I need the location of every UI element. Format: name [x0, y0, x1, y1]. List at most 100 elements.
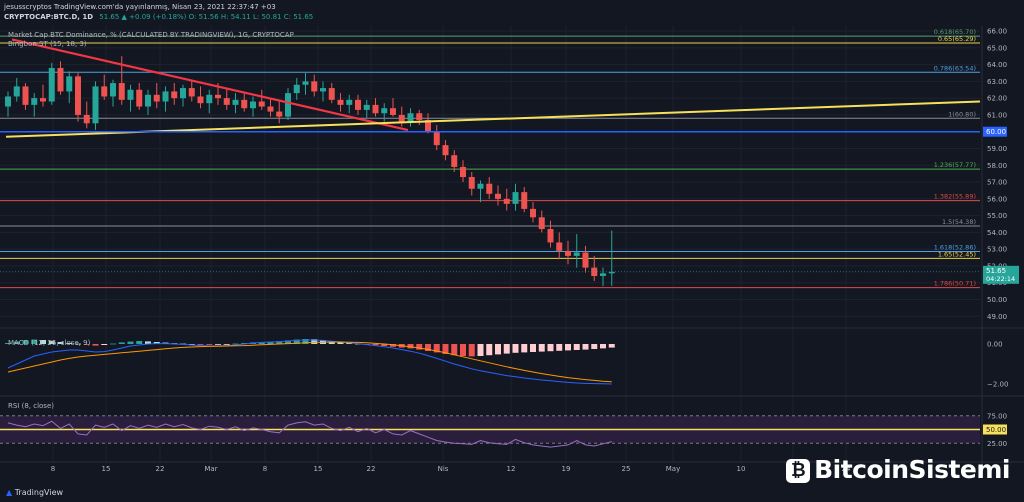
candle-body: [48, 67, 55, 102]
macd-line: [7, 339, 612, 385]
macd-bar: [285, 340, 291, 344]
macd-bar: [267, 341, 274, 344]
time-tick-label: 24: [842, 465, 851, 473]
macd-bar: [232, 343, 239, 345]
publish-line: jesusscryptos TradingView.com'da yayınla…: [4, 3, 276, 11]
candle-body: [503, 198, 510, 204]
macd-legend[interactable]: MACD (12, 26, close, 9): [8, 339, 91, 347]
candle-body: [600, 273, 606, 277]
fib-label: 1(60.80): [948, 110, 976, 118]
signal-line: [7, 341, 612, 383]
yellow-trend-line[interactable]: [5, 100, 981, 138]
watermark-text: BitcoinSistemi: [814, 455, 1010, 484]
price-tick-label: 65.00: [987, 44, 1007, 52]
rsi-tick-label: 25.00: [987, 440, 1007, 448]
macd-bar: [66, 343, 73, 344]
macd-bar: [48, 340, 55, 344]
macd-bar: [503, 344, 510, 354]
last-price-badge: [983, 265, 1019, 284]
price-tick-label: 62.00: [987, 95, 1007, 103]
candle-body: [153, 94, 160, 102]
candle-body: [608, 271, 615, 274]
candle-body: [285, 93, 291, 117]
rsi-badge-text: 50.00: [986, 426, 1006, 434]
rsi-line: [7, 420, 612, 448]
macd-bar: [425, 344, 431, 351]
candles: [5, 56, 615, 287]
price-tick-label: 59.00: [987, 145, 1007, 153]
candle-body: [136, 89, 143, 107]
candle-body: [267, 106, 274, 112]
macd-bar: [145, 341, 151, 344]
macd-bar: [591, 344, 598, 349]
candle-body: [197, 96, 204, 104]
candle-body: [180, 88, 186, 99]
macd-bar: [573, 344, 580, 350]
pane-separators: [0, 26, 1024, 472]
macd-bar: [57, 342, 64, 344]
time-tick-label: May: [666, 465, 680, 473]
candle-body: [398, 114, 405, 122]
rsi-legend[interactable]: RSI (8, close): [8, 402, 54, 410]
main-legend[interactable]: Market Cap BTC Dominance, % (CALCULATED …: [8, 31, 294, 39]
macd-bar: [600, 344, 606, 349]
price-tick-label: 54.00: [987, 229, 1007, 237]
macd-bar: [486, 344, 493, 356]
macd-bar: [565, 344, 571, 351]
candle-body: [486, 183, 493, 194]
macd-bar: [547, 344, 554, 352]
macd-bar: [468, 344, 475, 357]
candle-body: [547, 229, 554, 243]
time-tick-label: 12: [507, 465, 516, 473]
candle-body: [460, 166, 466, 178]
candle-body: [565, 250, 571, 256]
candle-body: [92, 86, 99, 124]
macd-bar: [83, 344, 90, 345]
macd-axis: 0.00 −2.00: [987, 341, 1008, 389]
candle-body: [250, 101, 256, 109]
ohlc-values: 51.65 ▲ +0.09 (+0.18%) O: 51.56 H: 54.11…: [99, 13, 314, 21]
macd-bar: [92, 344, 99, 346]
price-axis: 66.00 65.00 64.00 63.00 62.00 61.00 60.00 59.00…: [983, 28, 1019, 321]
time-tick-label: Mar: [204, 465, 217, 473]
indicator-legend[interactable]: Bingbon ST (15, 18, 3): [8, 40, 87, 48]
candle-body: [495, 193, 501, 199]
time-tick-label: Nis: [438, 465, 449, 473]
macd-bar: [215, 344, 221, 345]
price-tick-label: 58.00: [987, 162, 1007, 170]
candle-body: [293, 84, 300, 94]
candle-body: [118, 83, 125, 100]
macd-bar: [13, 341, 20, 344]
macd-bar: [337, 342, 344, 344]
price-tick-label: 66.00: [987, 28, 1007, 36]
rsi-axis: 75.00 25.00 50.00: [983, 412, 1007, 448]
candle-body: [337, 99, 344, 105]
tradingview-logo[interactable]: ▲ TradingView: [6, 488, 63, 497]
candle-body: [346, 99, 353, 105]
candle-body: [258, 101, 265, 107]
macd-bar: [451, 344, 458, 356]
symbol-label[interactable]: CRYPTOCAP:BTC.D, 1D: [4, 13, 94, 21]
bitcoinsistemi-watermark: ₿ BitcoinSistemi: [786, 455, 1010, 484]
candle-body: [556, 242, 563, 251]
macd-bar: [521, 344, 528, 353]
candle-body: [442, 145, 449, 156]
fib-label: 1.618(52.86): [934, 244, 976, 252]
macd-bar: [293, 339, 300, 344]
macd-bar: [223, 344, 230, 345]
fib-label: 0.65(65.29): [938, 35, 976, 43]
macd-histogram: [5, 339, 615, 357]
macd-bar: [442, 344, 449, 354]
grid: [0, 26, 980, 462]
fib-lines: [0, 35, 980, 289]
red-trend-line[interactable]: [11, 38, 409, 132]
price-tick-label: 61.00: [987, 111, 1007, 119]
macd-bar: [608, 344, 615, 348]
macd-bar: [110, 343, 116, 345]
macd-bar: [5, 343, 11, 344]
candle-body: [241, 99, 248, 109]
time-tick-label: 25: [622, 465, 631, 473]
candle-body: [22, 86, 29, 105]
candle-body: [276, 111, 283, 117]
